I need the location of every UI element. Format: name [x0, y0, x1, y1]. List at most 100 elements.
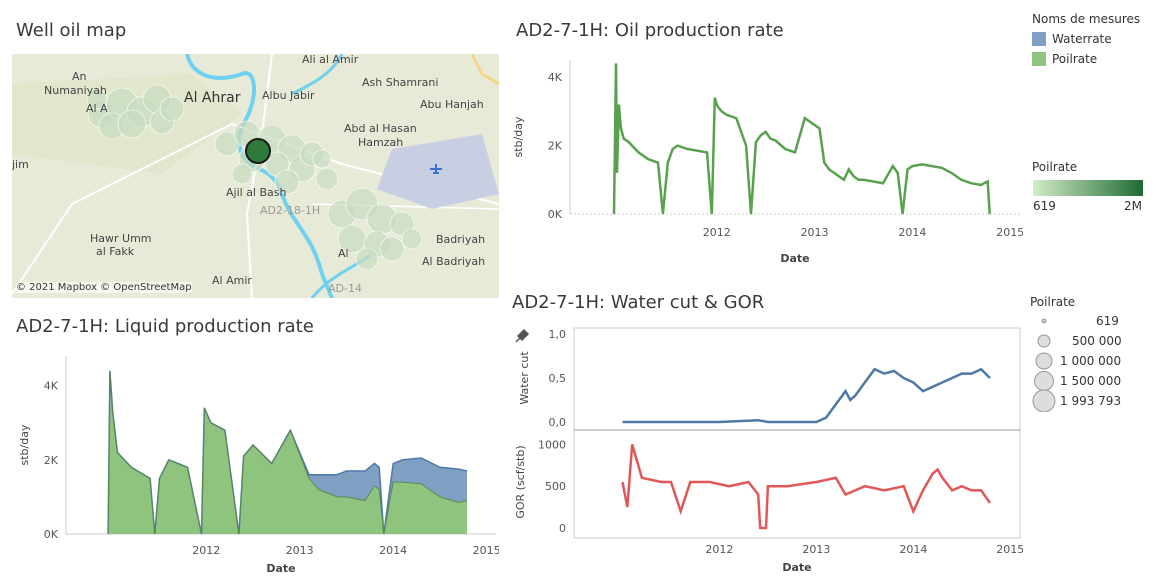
map-label: AD-14 — [328, 282, 362, 295]
map-label: Badriyah — [436, 233, 486, 246]
x-axis-label: Date — [780, 252, 809, 265]
map-attribution: © 2021 Mapbox © OpenStreetMap — [16, 282, 192, 293]
bottom-y-axis-label: GOR (scf/stb) — [514, 445, 527, 518]
well-cluster-south — [327, 187, 423, 271]
size-circle — [1035, 352, 1053, 370]
poilrate-line — [107, 370, 468, 535]
liquid-chart[interactable]: 4K 2K 0K 2012 2013 2014 2015 Date stb/day — [12, 348, 501, 580]
airport-area — [377, 134, 499, 209]
selected-well-marker[interactable] — [245, 138, 271, 164]
well-cluster-west — [86, 84, 185, 140]
color-gradient-bar — [1033, 180, 1143, 196]
poilrate-swatch — [1032, 52, 1046, 66]
map-label: al Fakk — [96, 245, 135, 258]
size-legend-label: 619 — [1096, 314, 1119, 328]
map-label: Al A — [86, 102, 108, 115]
oil-chart-title: AD2-7-1H: Oil production rate — [516, 20, 784, 41]
pin-icon[interactable] — [515, 328, 530, 343]
map-label: Hamzah — [358, 136, 404, 149]
y-tick-label: 0K — [44, 528, 59, 541]
poilrate-series-line — [612, 63, 991, 215]
oil-chart[interactable]: 4K 2K 0K 2012 2013 2014 2015 Date stb/day — [508, 54, 1024, 272]
x-tick-label: 2014 — [898, 226, 926, 239]
size-circle — [1041, 318, 1047, 324]
map-title: Well oil map — [16, 20, 127, 41]
x-tick-label: 2015 — [996, 226, 1023, 239]
map-label: Al Badriyah — [422, 255, 486, 268]
wc-chart-title: AD2-7-1H: Water cut & GOR — [512, 292, 765, 313]
wc-frame — [573, 327, 1021, 539]
map-label: Al Amir — [212, 274, 252, 287]
map-label: Abu Hanjah — [420, 98, 484, 111]
river-branch — [291, 54, 344, 96]
size-legend: 619 500 000 1 000 000 1 500 000 1 993 79… — [1030, 312, 1150, 412]
well-oil-map[interactable]: Ali al Amir An Numaniyah Al A Al Ahrar A… — [12, 54, 499, 298]
liquid-chart-title: AD2-7-1H: Liquid production rate — [16, 316, 314, 337]
map-label: Ash Shamrani — [362, 76, 439, 89]
x-tick-label: 2012 — [703, 226, 731, 239]
map-label: Albu Jabir — [262, 89, 315, 102]
x-tick-label: 2014 — [899, 543, 927, 556]
size-legend-title: Poilrate — [1030, 295, 1076, 309]
poilrate-area — [108, 370, 467, 534]
bottom-y-tick-label: 500 — [545, 480, 566, 493]
highway — [470, 54, 499, 86]
top-y-tick-label: 0,5 — [549, 372, 567, 385]
size-circle — [1032, 389, 1056, 412]
gor-line — [621, 444, 991, 530]
water-cut-line — [622, 367, 991, 424]
x-tick-label: 2015 — [996, 543, 1023, 556]
y-tick-label: 2K — [548, 140, 563, 153]
x-tick-label: 2013 — [801, 226, 829, 239]
x-axis-label: Date — [266, 562, 295, 575]
top-y-tick-label: 1,0 — [549, 328, 567, 341]
airplane-icon — [430, 164, 442, 174]
road-2 — [245, 54, 273, 298]
legend-item-waterrate[interactable]: Waterrate — [1032, 32, 1112, 46]
size-legend-label: 1 500 000 — [1060, 374, 1122, 388]
x-tick-label: 2013 — [286, 544, 314, 557]
x-tick-label: 2012 — [705, 543, 733, 556]
color-legend-max: 2M — [1124, 199, 1142, 213]
y-tick-label: 0K — [548, 208, 563, 221]
bottom-y-tick-label: 1000 — [538, 438, 566, 451]
top-y-axis-label: Water cut — [518, 351, 531, 405]
map-label: jim — [12, 158, 29, 171]
legend-label: Poilrate — [1052, 52, 1098, 66]
measures-legend-title: Noms de mesures — [1032, 12, 1141, 26]
x-tick-label: 2015 — [473, 544, 499, 557]
size-circle — [1037, 334, 1051, 348]
bottom-y-tick-label: 0 — [559, 522, 566, 535]
size-legend-label: 1 993 793 — [1060, 394, 1122, 408]
size-circle — [1034, 371, 1054, 391]
map-label: An — [72, 70, 87, 83]
y-axis-label: stb/day — [18, 424, 31, 465]
legend-label: Waterrate — [1052, 32, 1112, 46]
map-label: Ajil al Bash — [226, 186, 287, 199]
legend-item-poilrate[interactable]: Poilrate — [1032, 52, 1097, 66]
y-axis-label: stb/day — [512, 116, 525, 157]
x-tick-label: 2013 — [802, 543, 830, 556]
size-legend-label: 1 000 000 — [1060, 354, 1122, 368]
y-tick-label: 2K — [44, 454, 59, 467]
y-tick-label: 4K — [44, 380, 59, 393]
size-legend-label: 500 000 — [1072, 334, 1122, 348]
x-axis-label: Date — [782, 561, 811, 574]
color-legend-title: Poilrate — [1032, 160, 1078, 174]
map-canvas[interactable] — [12, 54, 499, 298]
map-label: Ali al Amir — [302, 54, 359, 66]
road — [12, 122, 499, 295]
x-tick-label: 2014 — [379, 544, 407, 557]
map-label: Al — [338, 247, 349, 260]
wc-gor-chart[interactable]: 1,0 0,5 0,0 Water cut 1000 500 0 GOR (scf/stb) 2… — [508, 322, 1024, 580]
map-label: Al Ahrar — [184, 90, 241, 106]
map-label: Hawr Umm — [90, 232, 152, 245]
map-label: Abd al Hasan — [344, 122, 417, 135]
top-y-tick-label: 0,0 — [549, 416, 567, 429]
x-tick-label: 2012 — [192, 544, 220, 557]
map-label: AD2-18-1H — [260, 204, 321, 217]
y-tick-label: 4K — [548, 71, 563, 84]
map-label: Numaniyah — [44, 84, 107, 97]
waterrate-swatch — [1032, 32, 1046, 46]
color-legend-min: 619 — [1033, 199, 1056, 213]
